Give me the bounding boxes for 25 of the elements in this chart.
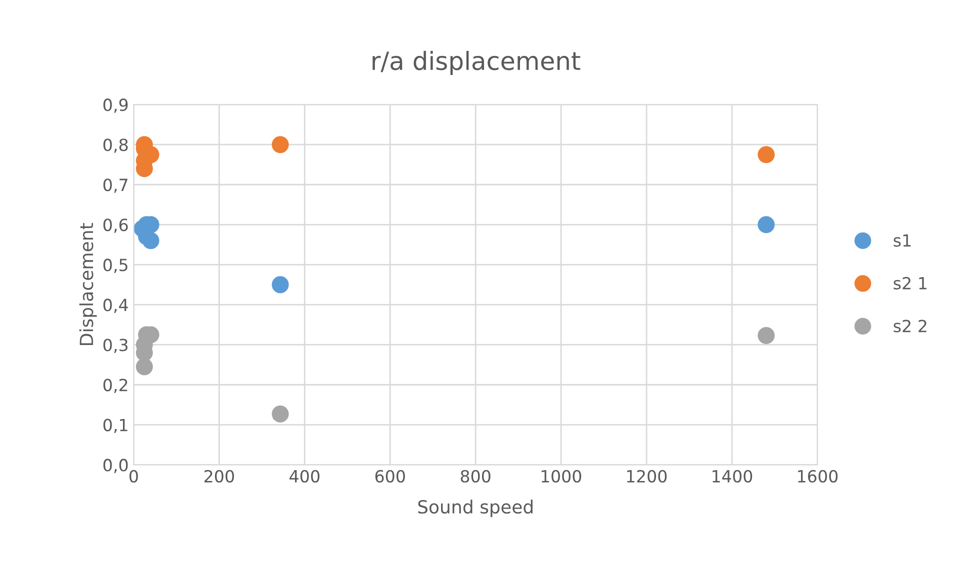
x-tick-label: 0 (129, 470, 138, 483)
x-tick-label: 1600 (798, 470, 838, 483)
chart-title: r/a displacement (372, 50, 580, 76)
legend-label: s1 (894, 234, 911, 247)
y-axis-title: Displacement (79, 223, 97, 345)
y-tick-label: 0,6 (103, 218, 128, 233)
x-tick-label: 600 (375, 470, 405, 483)
y-tick-label: 0,8 (103, 138, 128, 153)
y-tick-label: 0,4 (103, 298, 128, 313)
x-tick-label: 200 (204, 470, 234, 483)
x-tick-label: 400 (290, 470, 320, 483)
y-tick-label: 0,1 (103, 418, 128, 434)
y-tick-label: 0,9 (103, 98, 128, 113)
x-tick-label: 800 (460, 470, 490, 483)
legend-label: s2 1 (894, 276, 926, 290)
x-tick-label: 1200 (627, 470, 667, 483)
x-tick-label: 1000 (542, 470, 582, 483)
y-tick-label: 0,5 (103, 258, 128, 273)
y-tick-label: 0,7 (103, 178, 128, 193)
y-tick-label: 0,3 (103, 338, 128, 353)
x-axis-title: Sound speed (418, 500, 533, 518)
legend-label: s2 2 (894, 320, 926, 332)
x-tick-label: 1400 (712, 470, 752, 483)
y-tick-label: 0,0 (103, 458, 128, 474)
y-tick-label: 0,2 (103, 378, 128, 394)
